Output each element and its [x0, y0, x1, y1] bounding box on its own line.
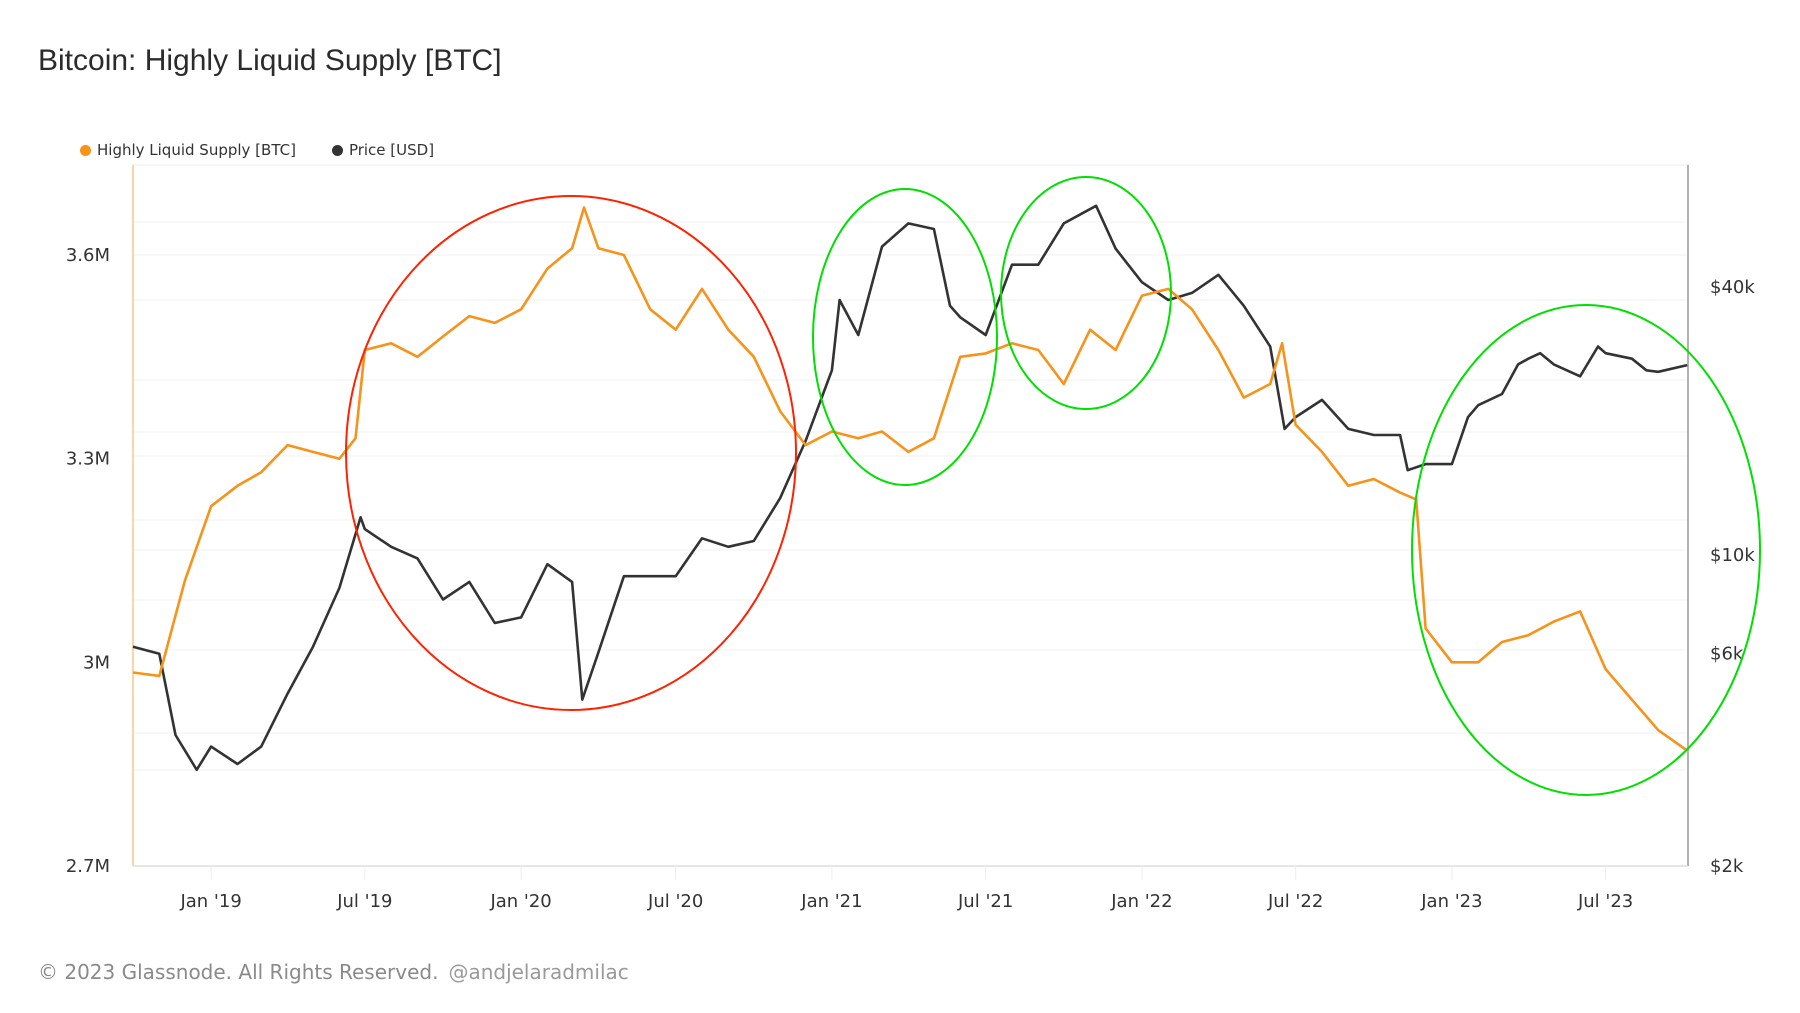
- right-axis-ticks: $40k $10k $6k $2k: [1710, 277, 1755, 877]
- annotation-ellipse-green-3: [1411, 304, 1761, 796]
- annotation-ellipse-green-1: [812, 188, 998, 486]
- author-handle: @andjelaradmilac: [448, 960, 629, 984]
- legend-label-price: Price [USD]: [348, 141, 435, 159]
- legend-item-price[interactable]: Price [USD]: [331, 141, 435, 159]
- gridlines: [133, 221, 1688, 771]
- y-right-tick-label: $2k: [1710, 856, 1744, 877]
- y-right-tick-label: $10k: [1710, 545, 1755, 566]
- x-tick-label: Jul '20: [647, 891, 703, 912]
- y-right-tick-label: $40k: [1710, 277, 1755, 298]
- copyright: © 2023 Glassnode. All Rights Reserved.: [38, 960, 439, 984]
- series-lines: [132, 204, 1688, 772]
- y-left-tick-label: 3.3M: [66, 449, 110, 470]
- annotations: [345, 176, 1761, 796]
- chart-title: Bitcoin: Highly Liquid Supply [BTC]: [38, 44, 502, 77]
- x-tick-label: Jan '21: [800, 891, 862, 912]
- y-left-tick-label: 3M: [83, 652, 110, 673]
- y-right-tick-label: $6k: [1710, 644, 1744, 665]
- legend: Highly Liquid Supply [BTC] Price [USD]: [80, 141, 434, 159]
- legend-item-supply[interactable]: Highly Liquid Supply [BTC]: [80, 141, 296, 159]
- left-axis-ticks: 3.6M 3.3M 3M 2.7M: [66, 245, 110, 877]
- supply-line: [132, 206, 1688, 752]
- plot-frame: [132, 164, 1689, 867]
- x-tick-label: Jan '23: [1420, 891, 1482, 912]
- annotation-ellipse-green-2: [1000, 176, 1172, 410]
- x-tick-label: Jul '21: [957, 891, 1013, 912]
- price-line: [132, 204, 1688, 772]
- y-left-tick-label: 3.6M: [66, 245, 110, 266]
- legend-swatch-supply: [80, 144, 91, 156]
- legend-swatch-price: [331, 144, 343, 156]
- x-axis-ticks: Jan '19 Jul '19 Jan '20 Jul '20 Jan '21 Jul '…: [179, 866, 1633, 912]
- legend-label-supply: Highly Liquid Supply [BTC]: [97, 141, 296, 159]
- x-tick-label: Jan '22: [1110, 891, 1172, 912]
- x-tick-label: Jul '19: [336, 891, 392, 912]
- x-tick-label: Jul '22: [1267, 891, 1323, 912]
- footer: © 2023 Glassnode. All Rights Reserved. @a…: [38, 960, 629, 984]
- annotation-ellipse-red: [345, 195, 797, 711]
- x-tick-label: Jul '23: [1577, 891, 1633, 912]
- x-tick-label: Jan '19: [179, 891, 241, 912]
- y-left-tick-label: 2.7M: [66, 856, 110, 877]
- x-tick-label: Jan '20: [489, 891, 551, 912]
